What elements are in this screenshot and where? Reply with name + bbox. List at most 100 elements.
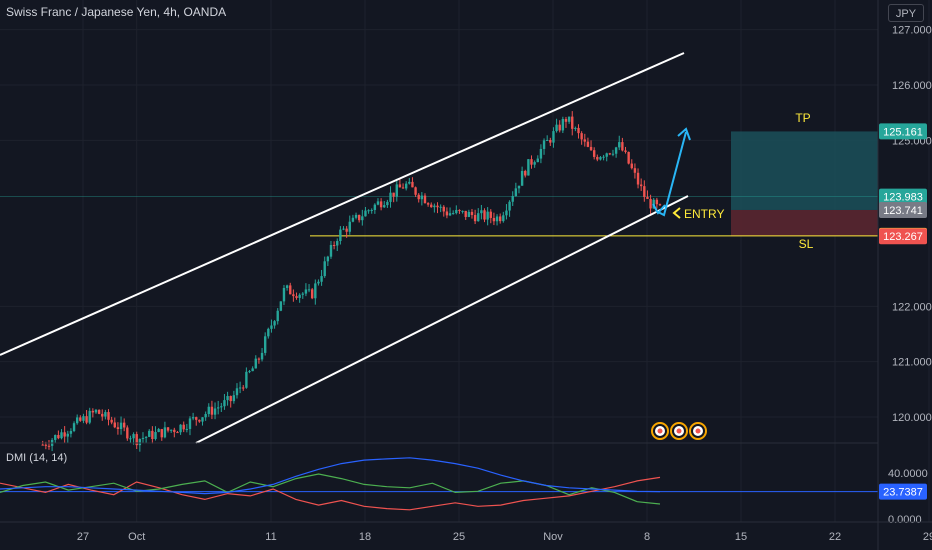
- candle-body: [148, 430, 151, 437]
- candle-body: [248, 371, 251, 373]
- candle-body: [116, 427, 120, 429]
- candle-body: [351, 217, 355, 222]
- dmi-series-line: [0, 457, 661, 495]
- candle-body: [592, 150, 596, 157]
- candle-body: [536, 158, 539, 163]
- candle-body: [383, 205, 386, 208]
- candle-body: [101, 413, 104, 417]
- candle-body: [602, 156, 605, 158]
- candle-body: [188, 418, 192, 429]
- sl-label: SL: [799, 237, 814, 251]
- candle-body: [414, 187, 417, 195]
- candle-body: [122, 422, 126, 428]
- tp-zone: [731, 131, 878, 210]
- candle-body: [270, 325, 273, 329]
- dmi-series-line: [0, 476, 661, 511]
- candle-body: [567, 116, 571, 122]
- candle-body: [508, 201, 511, 211]
- candle-body: [658, 204, 662, 206]
- candle-body: [533, 162, 536, 165]
- candle-body: [636, 172, 640, 185]
- candle-body: [489, 211, 492, 218]
- candle-body: [166, 427, 170, 431]
- candle-body: [163, 427, 167, 438]
- candle-body: [439, 206, 442, 208]
- candle-body: [589, 146, 593, 151]
- candle-body: [555, 124, 558, 132]
- candle-body: [348, 221, 351, 232]
- candle-body: [47, 445, 51, 447]
- candle-body: [477, 213, 480, 222]
- candle-body: [320, 276, 323, 282]
- candle-body: [298, 294, 301, 298]
- candle-body: [213, 408, 217, 415]
- candle-body: [97, 409, 101, 414]
- candle-body: [323, 261, 326, 277]
- candle-body: [545, 139, 549, 141]
- candle-body: [577, 127, 580, 134]
- candle-body: [82, 416, 85, 421]
- candle-body: [608, 153, 612, 155]
- candle-body: [301, 293, 304, 295]
- candle-body: [160, 429, 163, 438]
- price-label: 123.983: [883, 192, 923, 204]
- entry-arrow-icon: [672, 207, 681, 219]
- candle-body: [54, 434, 57, 440]
- candle-body: [395, 184, 398, 197]
- price-label: 123.741: [883, 205, 923, 217]
- candle-body: [201, 417, 204, 422]
- chart-title: Swiss Franc / Japanese Yen, 4h, OANDA: [6, 5, 227, 19]
- candle-body: [524, 170, 527, 176]
- candle-body: [104, 412, 107, 417]
- candle-body: [386, 201, 389, 206]
- candle-body: [539, 148, 543, 159]
- candle-body: [88, 410, 91, 423]
- candle-body: [511, 196, 514, 202]
- candle-body: [633, 168, 637, 173]
- event-marker-dot: [676, 428, 682, 434]
- candle-body: [464, 210, 467, 217]
- price-tick-label: 126.000: [892, 80, 932, 92]
- candle-body: [480, 210, 483, 214]
- dmi-value-label-bg: [879, 483, 927, 500]
- candle-body: [364, 210, 367, 217]
- grid: [0, 0, 930, 522]
- price-label-bg: [879, 228, 927, 245]
- price-tick-label: 120.000: [892, 412, 932, 424]
- sl-zone: [731, 209, 878, 237]
- candle-body: [618, 142, 621, 148]
- currency-button[interactable]: JPY: [888, 4, 924, 22]
- candle-body: [530, 159, 533, 165]
- candle-body: [564, 119, 568, 122]
- candle-body: [376, 201, 380, 205]
- candle-body: [235, 388, 239, 396]
- dmi-value-label: 23.7387: [883, 487, 923, 499]
- candle-body: [285, 285, 289, 288]
- candle-body: [599, 157, 602, 160]
- candle-body: [60, 432, 63, 439]
- candle-body: [242, 387, 245, 389]
- candle-body: [129, 438, 132, 440]
- candle-body: [417, 194, 420, 200]
- candle-body: [483, 210, 486, 220]
- candle-body: [91, 410, 95, 413]
- candle-body: [586, 141, 590, 147]
- candle-body: [517, 185, 521, 189]
- time-tick-label: 25: [453, 531, 465, 543]
- candle-body: [624, 150, 627, 152]
- candle-body: [611, 153, 615, 155]
- candle-body: [442, 206, 445, 212]
- dmi-tick-label: 40.0000: [888, 468, 928, 480]
- candle-body: [119, 422, 123, 429]
- candle-body: [426, 203, 430, 205]
- candle-body: [392, 192, 395, 197]
- candle-body: [342, 228, 345, 230]
- candle-body: [467, 211, 471, 217]
- candle-body: [182, 424, 185, 430]
- channel-lower-line: [195, 195, 689, 444]
- candle-body: [317, 281, 320, 284]
- candle-body: [373, 204, 377, 210]
- candle-body: [596, 156, 599, 160]
